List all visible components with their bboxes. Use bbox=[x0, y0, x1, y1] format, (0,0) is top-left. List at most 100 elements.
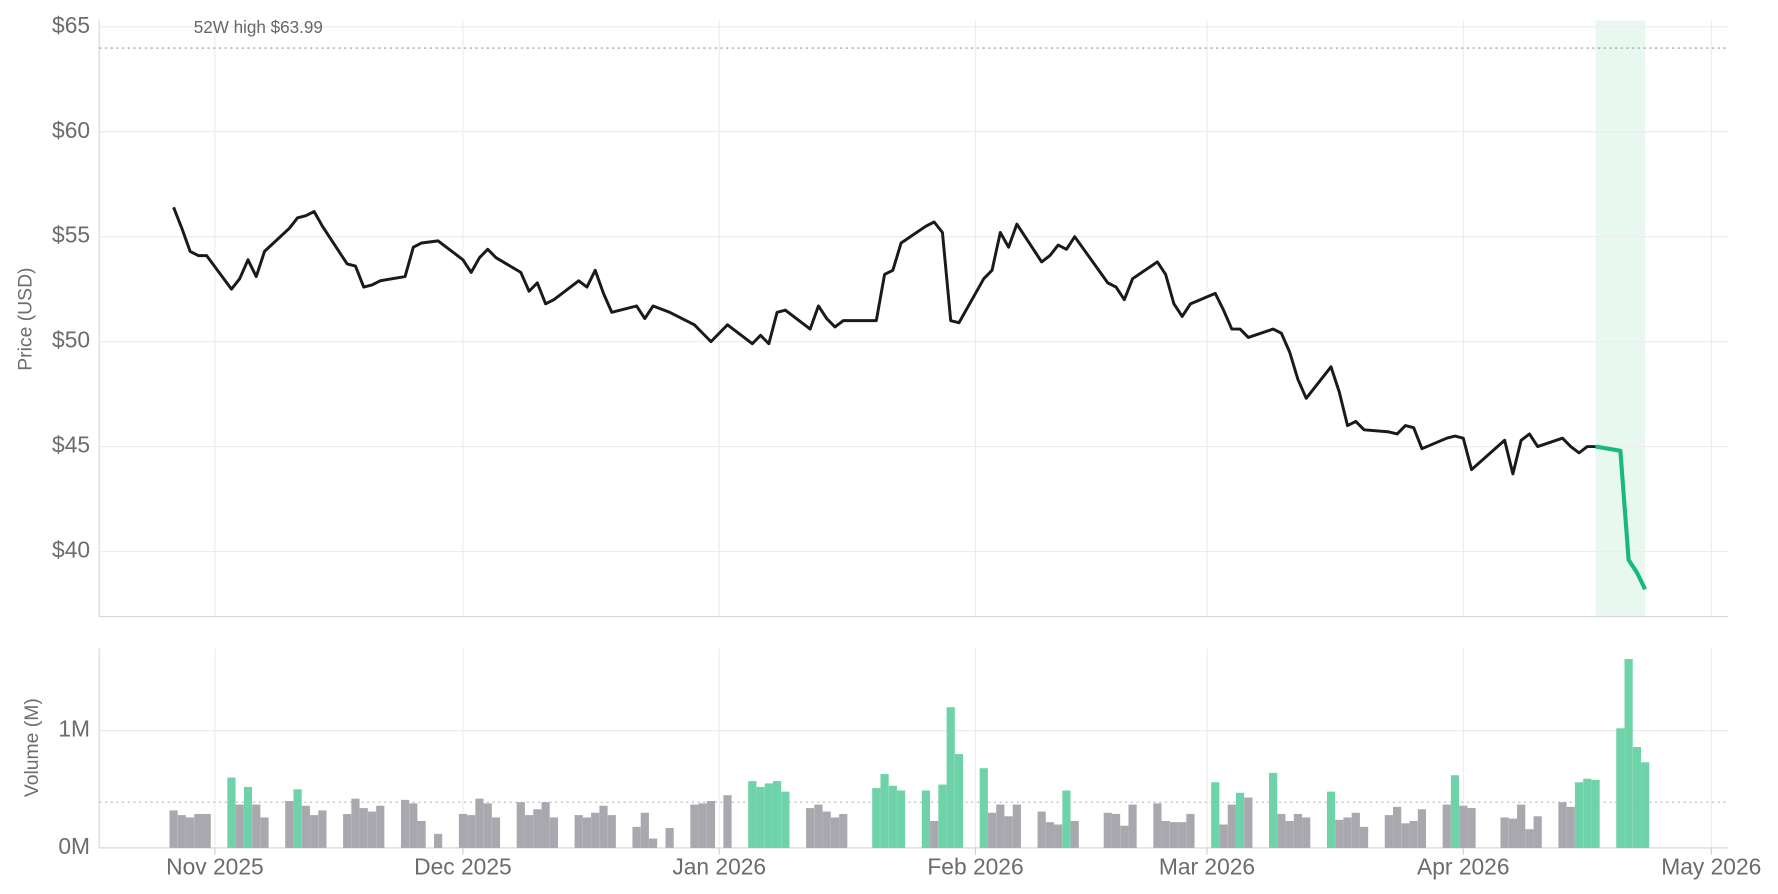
volume-bar bbox=[243, 786, 253, 848]
x-tick-label: Dec 2025 bbox=[414, 853, 512, 879]
volume-bar bbox=[921, 790, 931, 848]
volume-bar bbox=[599, 805, 608, 848]
volume-bar bbox=[516, 802, 525, 848]
volume-bar bbox=[1103, 812, 1112, 848]
volume-bar bbox=[1343, 817, 1352, 848]
volume-bar bbox=[996, 804, 1005, 848]
volume-bar bbox=[1269, 772, 1278, 848]
volume-bar bbox=[1285, 820, 1294, 848]
volume-bar bbox=[1450, 775, 1460, 848]
foreground-layer: Nov 2025 Dec 2025 Jan 2026 Feb 2026 Mar 2026… bbox=[52, 12, 1761, 880]
volume-bar bbox=[1351, 812, 1360, 848]
volume-bar bbox=[533, 809, 542, 848]
volume-bar bbox=[1417, 809, 1427, 848]
price-line-highlight bbox=[1595, 444, 1648, 591]
volume-bar bbox=[607, 815, 616, 848]
volume-bar bbox=[1525, 829, 1534, 848]
volume-bar bbox=[524, 815, 534, 848]
volume-bar bbox=[417, 820, 426, 848]
volume-bar bbox=[1070, 820, 1079, 848]
volume-bar bbox=[1641, 762, 1650, 848]
volume-bar bbox=[194, 813, 203, 848]
volume-bar bbox=[293, 789, 302, 848]
volume-bar bbox=[467, 815, 476, 848]
volume-bar bbox=[748, 781, 757, 848]
volume-bar bbox=[186, 817, 195, 848]
x-tick-label: Jan 2026 bbox=[672, 853, 766, 879]
volume-bar bbox=[822, 811, 831, 848]
volume-bar bbox=[706, 801, 716, 848]
volume-bar bbox=[235, 804, 244, 848]
volume-bar bbox=[1517, 804, 1526, 848]
volume-bar bbox=[1169, 822, 1179, 848]
volume-bar bbox=[574, 815, 583, 848]
volume-bar bbox=[946, 707, 955, 848]
volume-bar bbox=[1153, 803, 1162, 848]
volume-bar bbox=[690, 804, 699, 848]
volume-bar bbox=[260, 817, 269, 848]
y-tick-label: 0M bbox=[58, 833, 90, 859]
volume-bar bbox=[872, 788, 881, 848]
volume-bar bbox=[1120, 825, 1129, 848]
y-axis-title: Price (USD) bbox=[14, 267, 36, 370]
volume-bar bbox=[177, 815, 186, 848]
volume-bar bbox=[839, 813, 848, 848]
volume-bar bbox=[665, 828, 674, 848]
volume-bar bbox=[1244, 797, 1253, 848]
volume-bar bbox=[541, 802, 550, 848]
volume-bar bbox=[1508, 818, 1517, 848]
x-tick-label: Nov 2025 bbox=[166, 853, 264, 879]
volume-bar bbox=[987, 812, 997, 848]
volume-bar bbox=[897, 790, 906, 848]
volume-bar bbox=[400, 799, 410, 848]
volume-bar bbox=[698, 803, 707, 848]
volume-bar bbox=[888, 785, 897, 848]
volume-bar bbox=[954, 754, 964, 848]
volume-bar bbox=[491, 817, 501, 848]
volume-bar bbox=[169, 810, 178, 848]
y-tick-label: $65 bbox=[52, 12, 90, 38]
volume-bar bbox=[1442, 804, 1451, 848]
price-line bbox=[172, 206, 1596, 476]
background-layer bbox=[98, 20, 1728, 855]
volume-bar bbox=[376, 805, 385, 848]
volume-bar bbox=[1632, 747, 1641, 848]
x-tick-label: Mar 2026 bbox=[1159, 853, 1255, 879]
volume-bar bbox=[1227, 804, 1236, 848]
volume-bar bbox=[1335, 819, 1344, 848]
volume-bar bbox=[359, 808, 368, 848]
volume-bar bbox=[1384, 815, 1393, 848]
volume-bar bbox=[830, 817, 840, 848]
volume-bar bbox=[814, 804, 823, 848]
y-tick-label: $45 bbox=[52, 432, 90, 458]
volume-bar bbox=[367, 811, 377, 848]
volume-bar bbox=[1211, 782, 1220, 848]
volume-bar bbox=[1558, 802, 1567, 848]
volume-bar bbox=[880, 774, 889, 848]
volume-bar bbox=[310, 815, 319, 848]
volume-bar bbox=[648, 838, 658, 848]
volume-bar bbox=[483, 803, 492, 848]
volume-bar bbox=[434, 833, 443, 848]
y-axis-title: Volume (M) bbox=[21, 698, 43, 797]
volume-bar bbox=[1467, 808, 1476, 848]
volume-bar bbox=[1533, 816, 1542, 848]
volume-bar bbox=[227, 777, 236, 848]
volume-bar bbox=[1326, 791, 1336, 848]
volume-bar bbox=[1583, 778, 1592, 848]
volume-bar bbox=[1624, 659, 1633, 848]
volume-bar bbox=[1459, 805, 1468, 848]
volume-bar bbox=[772, 781, 782, 848]
volume-bar bbox=[1393, 806, 1402, 848]
volume-bar bbox=[351, 798, 360, 848]
volume-bar bbox=[549, 817, 558, 848]
x-tick-label: May 2026 bbox=[1661, 853, 1761, 879]
reference-label: 52W high $63.99 bbox=[194, 18, 323, 37]
volume-bar bbox=[1409, 820, 1418, 848]
volume-bar bbox=[202, 813, 211, 848]
volume-bar bbox=[252, 804, 261, 848]
volume-bar bbox=[1054, 824, 1063, 848]
volume-bar bbox=[1012, 804, 1021, 848]
